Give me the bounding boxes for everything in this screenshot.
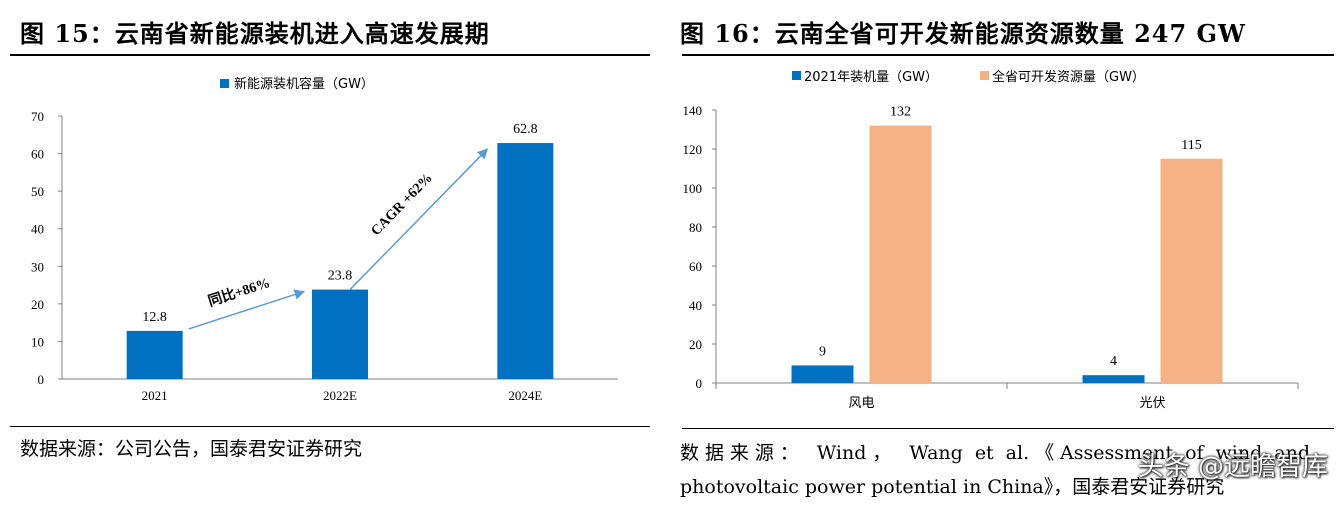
growth-arrow-2	[349, 148, 489, 291]
legend-swatch	[220, 79, 229, 88]
x-tick-label: 2022E	[323, 388, 357, 403]
right-figure-title: 图 16：云南全省可开发新能源资源数量 247 GW	[680, 19, 1247, 48]
y-tick-label: 0	[696, 376, 703, 391]
y-tick-label: 60	[31, 147, 44, 162]
x-tick-label: 光伏	[1139, 396, 1165, 411]
left-figure-panel: 图 15：云南省新能源装机进入高速发展期 新能源装机容量（GW） 0 10 20 30 4…	[0, 0, 660, 513]
bar	[126, 330, 183, 379]
right-source-line-1: 数据来源： Wind， Wang et al.《Assessment of wi…	[680, 442, 1310, 464]
data-label: 62.8	[513, 122, 538, 137]
right-source-rule	[682, 428, 1334, 429]
legend-label: 2021年装机量（GW）	[804, 70, 938, 85]
bar	[1082, 375, 1145, 383]
y-tick-label: 40	[689, 298, 702, 313]
y-tick-label: 100	[683, 181, 703, 196]
left-bar-chart: 新能源装机容量（GW） 0 10 20 30 40 50 60 70 12.8 2021 23.8 20…	[31, 76, 618, 403]
bar	[497, 143, 554, 379]
x-tick-label: 2021	[142, 388, 168, 403]
y-tick-label: 0	[38, 372, 45, 387]
y-tick-label: 10	[31, 334, 44, 349]
left-source-note: 数据来源：公司公告，国泰君安证券研究	[20, 438, 363, 460]
watermark: 头条 @远瞻智库	[1137, 452, 1328, 482]
left-title-rule	[10, 54, 650, 56]
data-label: 132	[890, 105, 911, 120]
left-source-rule	[10, 426, 650, 427]
data-label: 9	[819, 344, 826, 359]
bar	[791, 365, 854, 383]
y-tick-label: 20	[31, 297, 44, 312]
y-tick-label: 60	[689, 259, 702, 274]
left-figure-title: 图 15：云南省新能源装机进入高速发展期	[20, 19, 490, 48]
bar	[312, 289, 368, 379]
right-title-rule	[682, 54, 1334, 56]
bar	[869, 125, 932, 383]
growth-arrow-1	[188, 289, 305, 330]
y-tick-label: 50	[31, 184, 44, 199]
y-tick-label: 140	[683, 103, 703, 118]
right-source-note: 数据来源： Wind， Wang et al.《Assessment of wi…	[680, 436, 1310, 504]
data-label: 4	[1110, 354, 1117, 369]
y-tick-label: 120	[683, 142, 703, 157]
x-tick-label: 2024E	[508, 388, 542, 403]
data-label: 12.8	[142, 310, 167, 325]
data-label: 115	[1181, 138, 1201, 153]
right-source-line-2: photovoltaic power potential in China》，国…	[680, 476, 1225, 498]
y-tick-label: 40	[31, 222, 44, 237]
right-figure-panel: 图 16：云南全省可开发新能源资源数量 247 GW 2021年装机量（GW） 全…	[672, 0, 1344, 513]
bar	[1160, 158, 1223, 383]
data-label: 23.8	[328, 269, 353, 284]
y-tick-label: 30	[31, 259, 44, 274]
right-bar-chart: 2021年装机量（GW） 全省可开发资源量（GW） 0 20 40 60 80 100 120 1…	[683, 69, 1299, 411]
y-tick-label: 20	[689, 337, 702, 352]
legend-swatch	[792, 71, 801, 80]
legend-label: 新能源装机容量（GW）	[234, 76, 374, 92]
growth-annotation-2: CAGR +62%	[369, 171, 436, 239]
y-tick-label: 70	[31, 109, 44, 124]
legend-swatch	[980, 71, 989, 80]
y-tick-label: 80	[689, 220, 702, 235]
x-tick-label: 风电	[848, 396, 874, 411]
legend-label: 全省可开发资源量（GW）	[992, 69, 1145, 85]
